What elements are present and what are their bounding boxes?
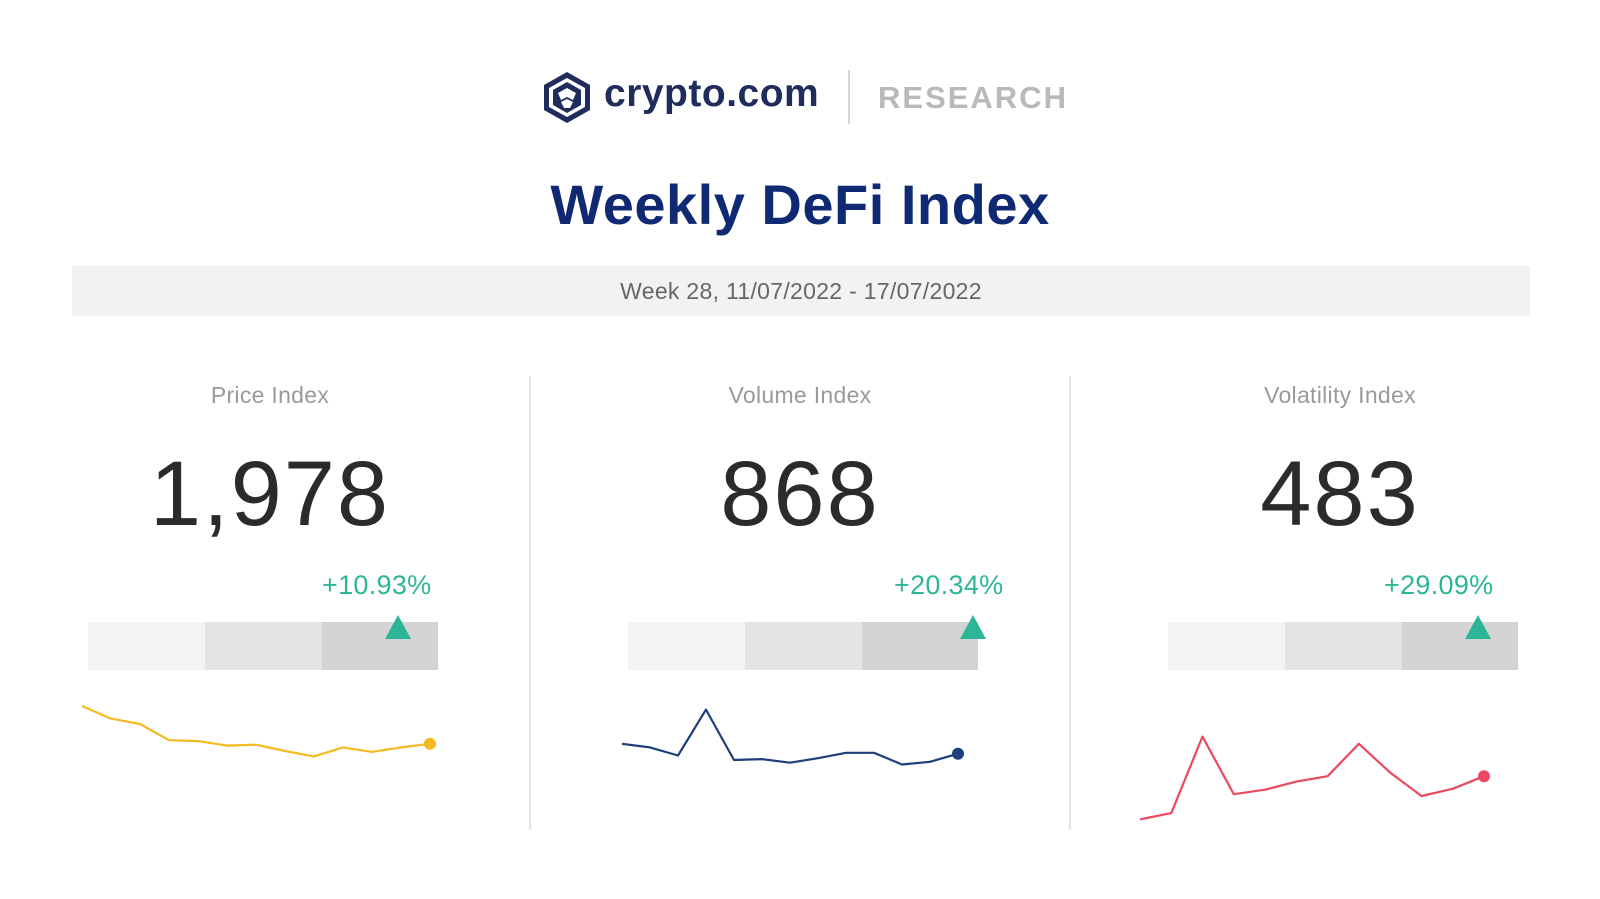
volume-index-value: 868 bbox=[720, 443, 880, 545]
range-low-segment bbox=[1168, 622, 1285, 670]
volume-index-range-bar bbox=[628, 622, 978, 670]
volatility-index-panel: Volatility Index 483 +29.09% bbox=[1070, 370, 1600, 830]
week-range-band: Week 28, 11/07/2022 - 17/07/2022 bbox=[72, 266, 1530, 316]
price-index-label: Price Index bbox=[210, 382, 330, 408]
up-triangle-icon bbox=[960, 615, 986, 639]
page-title: Weekly DeFi Index bbox=[550, 173, 1050, 236]
range-high-segment bbox=[1402, 622, 1518, 670]
volume-index-panel: Volume Index 868 +20.34% bbox=[530, 370, 1070, 830]
range-low-segment bbox=[628, 622, 745, 670]
volatility-index-change: +29.09% bbox=[1384, 570, 1494, 600]
up-triangle-icon bbox=[1465, 615, 1491, 639]
sparkline-series bbox=[1139, 735, 1485, 821]
range-mid-segment bbox=[745, 622, 862, 670]
column-divider bbox=[1069, 376, 1071, 830]
price-index-value: 1,978 bbox=[149, 443, 391, 545]
volatility-index-range-bar bbox=[1168, 622, 1518, 670]
price-index-range-bar bbox=[88, 622, 438, 670]
brand-name: crypto.com bbox=[604, 72, 820, 115]
sparkline-series bbox=[81, 704, 431, 758]
price-index-panel: Price Index 1,978 +10.93% bbox=[0, 370, 540, 830]
volume-index-sparkline bbox=[621, 708, 964, 766]
range-low-segment bbox=[88, 622, 205, 670]
range-high-segment bbox=[862, 622, 978, 670]
price-index-change: +10.93% bbox=[322, 570, 432, 600]
range-mid-segment bbox=[1285, 622, 1402, 670]
crypto-com-logo-icon bbox=[544, 72, 590, 123]
price-index-sparkline bbox=[81, 704, 436, 758]
volatility-index-label: Volatility Index bbox=[1264, 382, 1416, 408]
sparkline-end-point bbox=[952, 747, 964, 760]
range-mid-segment bbox=[205, 622, 322, 670]
brand-header: crypto.com RESEARCH bbox=[0, 66, 1600, 126]
range-high-segment bbox=[322, 622, 438, 670]
volume-index-label: Volume Index bbox=[728, 382, 872, 408]
volume-index-change: +20.34% bbox=[894, 570, 1004, 600]
sparkline-end-point bbox=[1478, 770, 1490, 783]
header-divider bbox=[848, 70, 850, 124]
column-divider bbox=[529, 376, 531, 830]
up-triangle-icon bbox=[385, 615, 411, 639]
volatility-index-value: 483 bbox=[1260, 443, 1420, 545]
sparkline-series bbox=[621, 708, 959, 766]
volatility-index-sparkline bbox=[1139, 735, 1490, 821]
sparkline-end-point bbox=[424, 737, 436, 750]
section-label: RESEARCH bbox=[878, 80, 1068, 115]
